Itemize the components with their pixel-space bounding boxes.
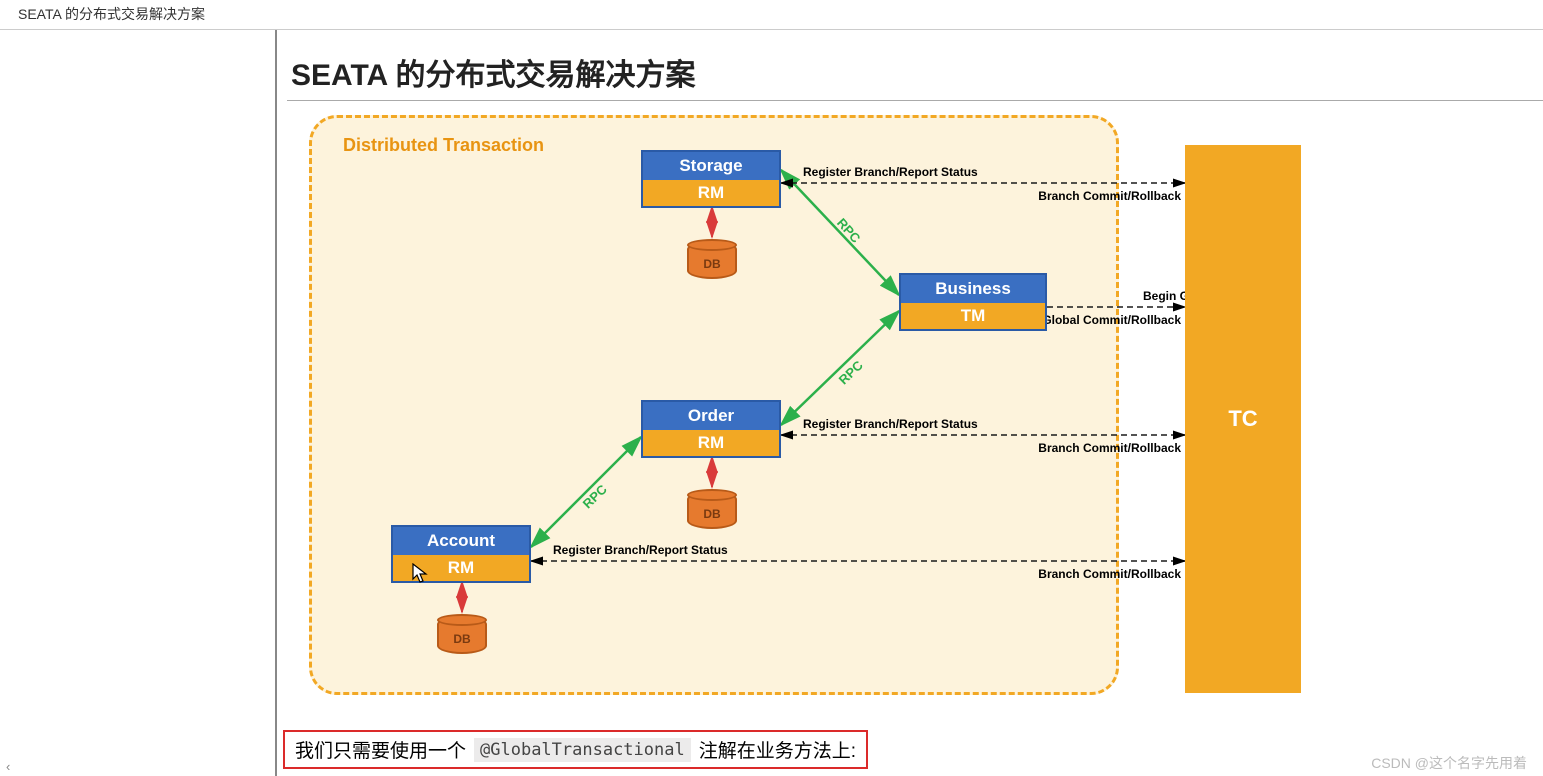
- content-area: SEATA 的分布式交易解决方案 Distributed Transaction…: [275, 30, 1543, 776]
- node-title: Account: [393, 527, 529, 555]
- top-bar: SEATA 的分布式交易解决方案: [0, 0, 1543, 30]
- dt-label: Distributed Transaction: [343, 135, 544, 156]
- edge-label-bottom: Branch Commit/Rollback: [1038, 441, 1181, 455]
- edge-label-top: Register Branch/Report Status: [803, 417, 978, 431]
- edge-label-bottom: Global Commit/Rollback: [1042, 313, 1181, 327]
- heading-rule: [287, 100, 1543, 101]
- note-code: @GlobalTransactional: [474, 738, 691, 762]
- node-role: RM: [643, 180, 779, 206]
- node-storage: StorageRM: [641, 150, 781, 208]
- node-order: OrderRM: [641, 400, 781, 458]
- database-icon: DB: [437, 616, 487, 654]
- edge-label-bottom: Branch Commit/Rollback: [1038, 567, 1181, 581]
- tc-box: TC: [1185, 145, 1301, 693]
- note-prefix: 我们只需要使用一个: [295, 736, 466, 763]
- architecture-diagram: Distributed TransactionRPCRPCRPCRegister…: [287, 115, 1527, 715]
- watermark: CSDN @这个名字先用着: [1371, 753, 1527, 773]
- database-icon: DB: [687, 491, 737, 529]
- edge-label-bottom: Branch Commit/Rollback: [1038, 189, 1181, 203]
- edge-label-top: Register Branch/Report Status: [803, 165, 978, 179]
- node-title: Business: [901, 275, 1045, 303]
- node-title: Storage: [643, 152, 779, 180]
- note-suffix: 注解在业务方法上:: [699, 736, 856, 763]
- annotation-note: 我们只需要使用一个 @GlobalTransactional 注解在业务方法上:: [283, 730, 868, 769]
- database-icon: DB: [687, 241, 737, 279]
- topbar-title: SEATA 的分布式交易解决方案: [18, 6, 205, 22]
- edge-label-top: Register Branch/Report Status: [553, 543, 728, 557]
- node-role: RM: [643, 430, 779, 456]
- page-title: SEATA 的分布式交易解决方案: [287, 50, 1543, 94]
- node-title: Order: [643, 402, 779, 430]
- chevron-left-icon: ‹: [6, 759, 10, 774]
- node-role: TM: [901, 303, 1045, 329]
- cursor-icon: [412, 563, 428, 585]
- node-business: BusinessTM: [899, 273, 1047, 331]
